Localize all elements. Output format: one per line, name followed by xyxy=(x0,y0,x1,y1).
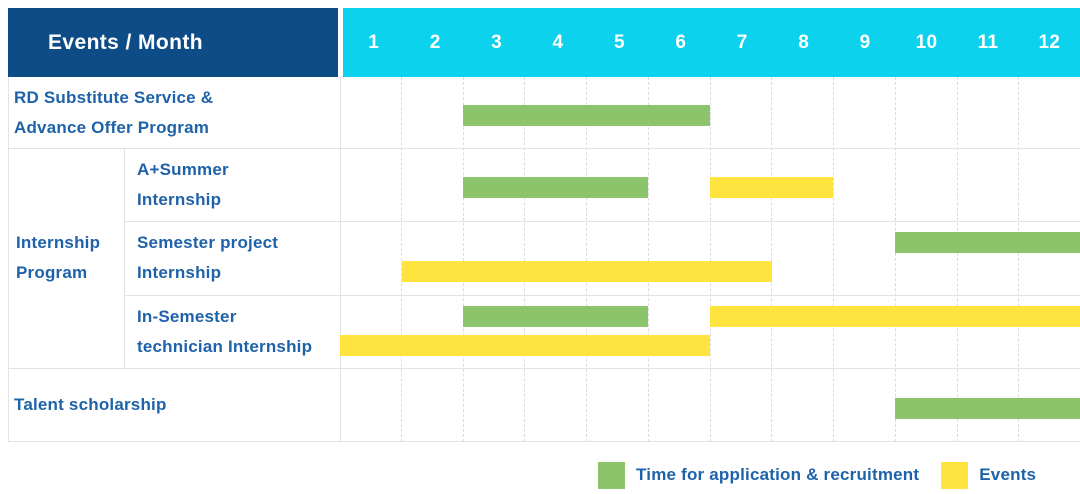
month-header-7: 7 xyxy=(736,31,748,53)
month-header-row: 1 2 3 4 5 6 7 8 9 10 11 12 xyxy=(340,8,1080,77)
month-header-10: 10 xyxy=(915,31,938,53)
month-column-11 xyxy=(956,77,1019,442)
legend: Time for application & recruitment Event… xyxy=(598,461,1036,489)
row-divider xyxy=(124,221,1080,222)
month-header-12: 12 xyxy=(1038,31,1061,53)
row-divider xyxy=(124,295,1080,296)
month-column-9 xyxy=(833,77,895,442)
month-header-8: 8 xyxy=(798,31,810,53)
month-header-4: 4 xyxy=(552,31,564,53)
month-column-8 xyxy=(771,77,833,442)
row-label-in-semester-technician-internship: In-Semester technician Internship xyxy=(137,306,313,356)
month-header-6: 6 xyxy=(675,31,687,53)
legend-swatch-events xyxy=(941,461,969,489)
month-column-5 xyxy=(586,77,648,442)
month-gridlines xyxy=(340,77,1080,442)
row-label-semester-project-internship: Semester project Internship xyxy=(137,233,279,282)
table-header-events-month: Events / Month xyxy=(8,8,338,77)
month-header-9: 9 xyxy=(859,31,871,53)
month-column-6 xyxy=(647,77,710,442)
events-month-label: Events / Month xyxy=(48,31,203,54)
row-label-talent-scholarship: Talent scholarship xyxy=(14,395,167,414)
legend-swatch-application xyxy=(598,461,625,489)
month-header-2: 2 xyxy=(429,31,441,53)
month-header-11: 11 xyxy=(977,31,999,53)
row-divider xyxy=(8,368,1080,369)
events-month-table: Events / Month 1 2 3 4 5 6 7 8 9 10 11 12 RD Substi… xyxy=(8,8,1080,442)
legend-label-application: Time for application & recruitment xyxy=(636,465,920,484)
sublabel-column-divider xyxy=(124,148,125,368)
row-label-internship-program: Internship Program xyxy=(16,233,101,282)
month-column-1 xyxy=(340,77,401,442)
label-months-divider xyxy=(340,77,341,442)
month-column-2 xyxy=(400,77,463,442)
month-column-7 xyxy=(709,77,772,442)
row-label-rd-substitute: RD Substitute Service & Advance Offer Pr… xyxy=(14,87,214,137)
month-column-10 xyxy=(894,77,957,442)
row-label-a-summer-internship: A+Summer Internship xyxy=(137,159,229,209)
month-column-3 xyxy=(462,77,525,442)
month-header-5: 5 xyxy=(613,31,625,53)
table-bottom-border xyxy=(8,441,1080,442)
month-header-1: 1 xyxy=(368,31,380,53)
table-left-border xyxy=(8,77,9,442)
legend-label-events: Events xyxy=(979,465,1037,484)
month-header-3: 3 xyxy=(491,31,502,53)
row-divider xyxy=(8,148,1080,149)
month-column-12 xyxy=(1018,77,1080,442)
month-column-4 xyxy=(524,77,586,442)
